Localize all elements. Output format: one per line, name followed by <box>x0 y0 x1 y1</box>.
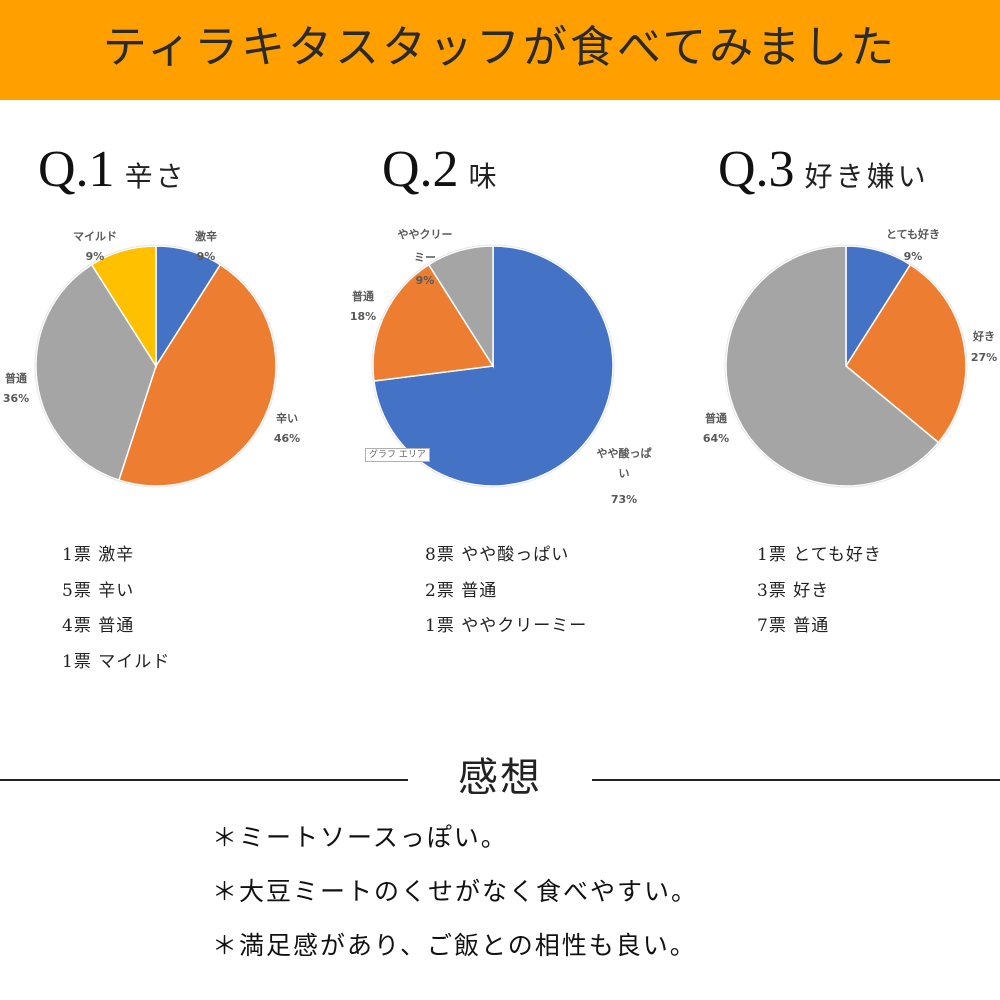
slice-label: い <box>619 467 630 480</box>
slice-percent-label: 73% <box>611 493 637 506</box>
slice-label: 普通 <box>5 371 27 385</box>
slice-label: とても好き <box>886 227 940 241</box>
page-title: ティラキタスタッフが食べてみました <box>102 22 898 73</box>
slice-label: 辛い <box>276 411 298 425</box>
impressions-list: ＊ミートソースっぽい。 ＊大豆ミートのくせがなく食べやすい。 ＊満足感があり、ご… <box>212 816 698 978</box>
slice-percent-label: 18% <box>350 310 376 323</box>
pie-slice-2 <box>35 263 157 482</box>
pie-outline <box>34 244 278 488</box>
vote-line: 3票 好き <box>757 580 830 601</box>
question-topic: 辛さ <box>124 160 187 193</box>
question-number: Q.2 <box>382 141 459 198</box>
pie-slice-1 <box>372 263 495 382</box>
vote-list-2: 8票 やや酸っぱい 2票 普通 1票 ややクリーミー <box>425 542 587 649</box>
slice-label: 普通 <box>352 289 374 303</box>
pie-slice-1 <box>845 263 967 444</box>
slice-label: 好き <box>972 329 995 343</box>
vote-line: 1票 ややクリーミー <box>425 616 588 636</box>
vote-list-1: 1票 激辛 5票 辛い 4票 普通 1票 マイルド <box>62 542 170 684</box>
vote-line: 8票 やや酸っぱい <box>425 545 570 565</box>
vote-line: 1票 マイルド <box>62 651 171 672</box>
slice-label: ミー <box>414 251 436 264</box>
pie-slice-2 <box>427 245 494 369</box>
slice-label: 激辛 <box>195 229 217 243</box>
pie-slice-1 <box>117 263 277 487</box>
divider-right <box>592 779 1000 781</box>
question-heading-3: Q.3 好き嫌い <box>718 140 929 200</box>
slice-percent-label: 9% <box>904 250 923 263</box>
slice-percent-label: 9% <box>86 250 105 263</box>
pie-chart-spiciness: 激辛 9% 辛い 46% 普通 36% マイルド 9% <box>3 229 300 488</box>
vote-line: 5票 辛い <box>62 580 135 601</box>
slice-label: 普通 <box>705 411 727 425</box>
impressions-title: 感想 <box>458 755 542 801</box>
pie-chart-preference: とても好き 9% 好き 27% 普通 64% <box>703 227 997 488</box>
impression-line: ＊ミートソースっぽい。 <box>212 823 508 852</box>
slice-percent-label: 36% <box>3 392 29 405</box>
slice-percent-label: 9% <box>416 274 435 287</box>
slice-percent-label: 46% <box>274 432 300 445</box>
impression-line: ＊満足感があり、ご飯との相性も良い。 <box>212 931 697 960</box>
pie-chart-taste: やや酸っぱい 73% 普通 18% ややクリーミー 9% <box>350 228 652 506</box>
pie-outline <box>371 244 615 488</box>
question-heading-2: Q.2 味 <box>382 140 500 200</box>
slice-percent-label: 64% <box>703 432 729 445</box>
slice-percent-label: 27% <box>971 351 997 364</box>
vote-line: 2票 普通 <box>425 580 498 601</box>
question-heading-1: Q.1 辛さ <box>38 140 187 200</box>
slice-label: やや酸っぱ <box>597 446 652 460</box>
divider-left <box>0 779 408 781</box>
question-number: Q.1 <box>38 141 115 198</box>
question-topic: 好き嫌い <box>804 160 929 193</box>
slice-label: マイルド <box>73 230 117 243</box>
vote-line: 7票 普通 <box>757 616 830 636</box>
pie-slice-2 <box>725 245 940 487</box>
slice-percent-label: 9% <box>197 250 216 263</box>
slice-label: ややクリー <box>398 228 453 241</box>
vote-list-3: 1票 とても好き 3票 好き 7票 普通 <box>757 542 882 649</box>
question-number: Q.3 <box>718 141 795 198</box>
pie-slice-3 <box>90 245 157 369</box>
chart-area-tag: グラフ エリア <box>365 448 430 462</box>
question-topic: 味 <box>468 160 500 193</box>
vote-line: 1票 激辛 <box>62 545 135 565</box>
impression-line: ＊大豆ミートのくせがなく食べやすい。 <box>212 877 699 906</box>
title-banner: ティラキタスタッフが食べてみました <box>0 0 1000 100</box>
vote-line: 1票 とても好き <box>757 545 882 565</box>
vote-line: 4票 普通 <box>62 616 135 636</box>
pie-outline <box>724 244 968 488</box>
